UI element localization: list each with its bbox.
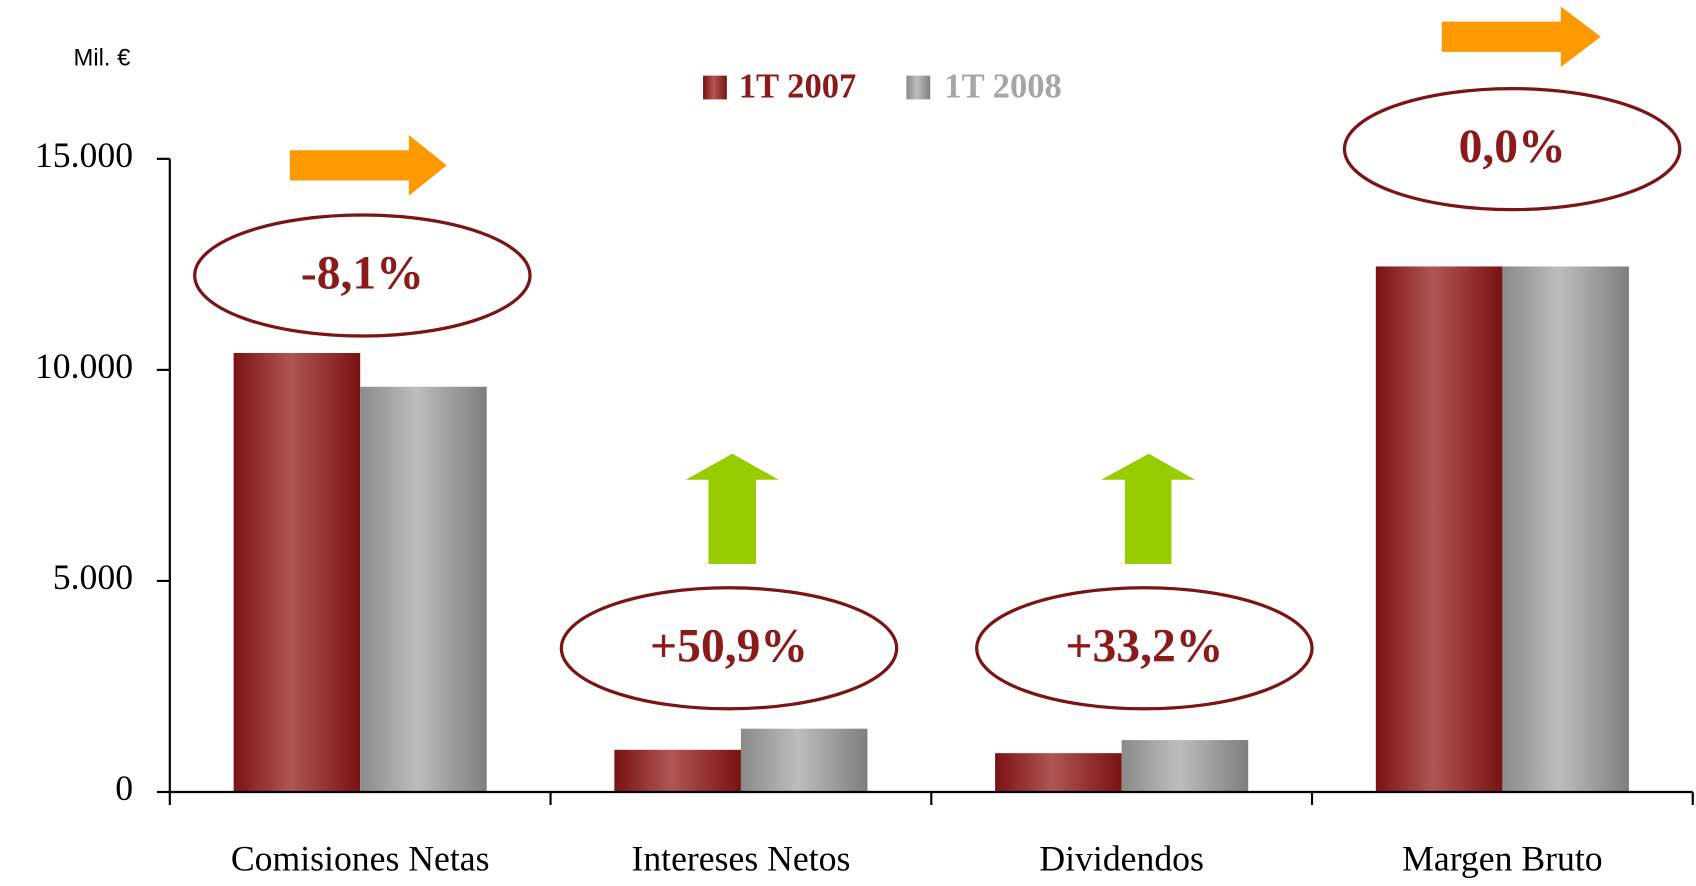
annotation-ellipse xyxy=(1342,86,1682,212)
legend-label: 1T 2007 xyxy=(739,68,857,106)
bar xyxy=(1375,266,1503,792)
annotation-ellipse xyxy=(193,213,532,338)
bar xyxy=(1502,266,1629,792)
annotation-label: +33,2% xyxy=(1065,620,1223,672)
bar xyxy=(740,728,868,792)
bar xyxy=(614,749,741,792)
annotation-ellipse xyxy=(559,586,899,711)
x-tick-label: Intereses Netos xyxy=(631,838,850,878)
legend-swatch xyxy=(703,75,727,100)
arrow-up xyxy=(685,453,779,565)
x-tick-label: Margen Bruto xyxy=(1402,838,1602,878)
x-tick-label: Dividendos xyxy=(1039,838,1203,878)
annotation-label: +50,9% xyxy=(650,620,808,672)
legend-label: 1T 2008 xyxy=(944,68,1062,106)
y-tick-label: 0 xyxy=(115,768,133,808)
arrow-right xyxy=(289,135,447,196)
annotation-ellipse xyxy=(975,586,1314,711)
bar xyxy=(360,386,487,792)
legend-swatch xyxy=(906,75,931,100)
y-tick-label: 15.000 xyxy=(35,135,133,175)
x-tick-label: Comisiones Netas xyxy=(231,838,490,878)
arrow-up xyxy=(1101,453,1196,565)
arrow-right xyxy=(1441,6,1601,67)
annotation-label: -8,1% xyxy=(301,248,424,300)
y-tick-label: 5.000 xyxy=(53,557,133,597)
y-tick-label: 10.000 xyxy=(35,346,133,386)
bar xyxy=(233,353,361,792)
bar xyxy=(995,753,1122,792)
unit-label: Mil. € xyxy=(74,45,131,72)
annotation-label: 0,0% xyxy=(1459,121,1566,173)
bar xyxy=(1121,740,1249,792)
